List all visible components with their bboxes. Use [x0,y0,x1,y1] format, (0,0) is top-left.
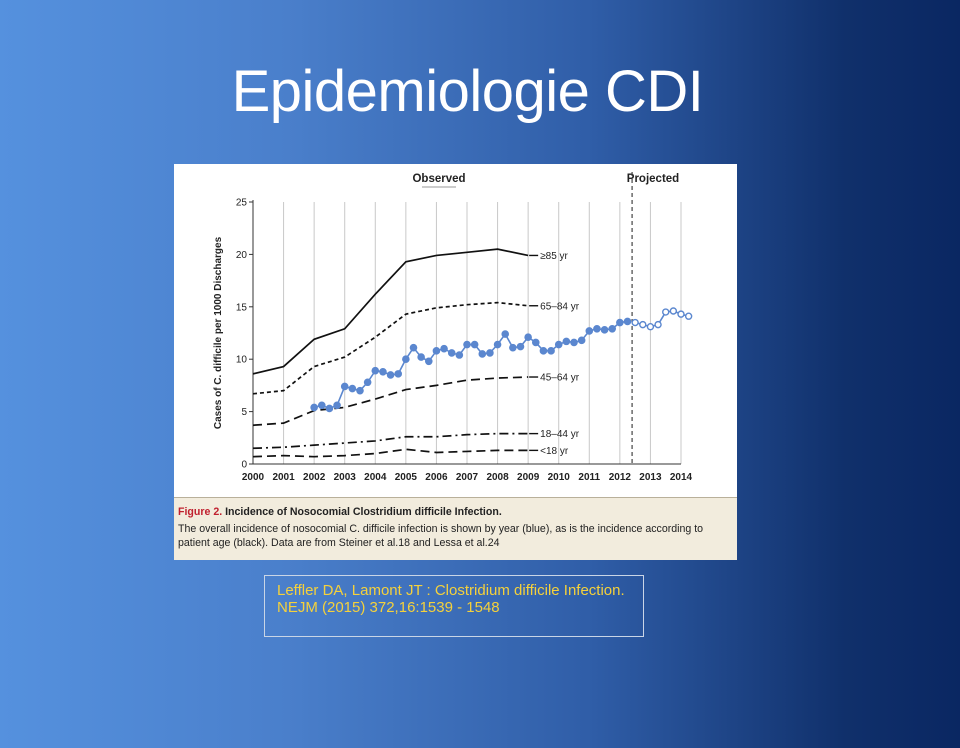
series-line-age [252,448,529,458]
x-tick-label: 2009 [517,472,540,483]
data-point-overall [654,320,662,329]
series-line-overall [313,320,628,410]
data-point-overall [577,336,586,345]
x-tick-label: 2000 [242,472,265,483]
data-point-overall [348,384,357,393]
x-tick-label: 2012 [609,472,632,483]
x-tick-label: 2004 [364,472,387,483]
x-tick-label: 2013 [639,472,662,483]
caption-title-text: Incidence of Nosocomial Clostridium diff… [225,506,502,518]
data-point-overall [447,349,456,357]
data-point-overall [539,347,548,355]
x-tick-label: 2005 [395,472,418,483]
data-point-overall [432,347,441,355]
data-point-overall [409,343,418,352]
data-point-overall [600,326,609,334]
series-label: 18–44 yr [540,429,580,440]
reference-box: Leffler DA, Lamont JT : Clostridium diff… [264,575,644,637]
x-tick-label: 2008 [486,472,509,483]
data-point-overall [463,340,471,349]
data-point-overall [317,401,326,410]
data-point-overall [684,312,693,320]
projected-label: Projected [627,173,679,185]
y-tick-label: 15 [236,302,248,313]
data-point-overall [363,378,372,387]
data-point-overall [585,327,594,335]
observed-label: Observed [412,173,465,185]
series-label: ≥85 yr [540,251,568,262]
data-point-overall [662,308,670,316]
data-point-overall [371,366,380,375]
figure-panel: 0 5 10 15 20 25 2000 2001 2002 2003 2004 2005 2006 20… [174,164,737,560]
series-line-age [252,376,529,427]
y-tick-label: 20 [236,250,248,261]
x-tick-label: 2014 [670,472,693,483]
data-point-overall [440,344,448,353]
data-point-overall [394,370,403,378]
y-tick-label: 10 [236,355,248,366]
y-tick-label: 25 [236,198,248,209]
series-label: 65–84 yr [540,301,580,312]
data-point-overall [677,310,685,318]
data-point-overall [570,338,578,347]
caption-title: Figure 2. Incidence of Nosocomial Clostr… [178,505,502,519]
data-point-overall [646,323,655,331]
data-point-overall [562,337,571,346]
data-point-overall [531,338,540,347]
data-point-overall [340,382,349,391]
figure-caption: Figure 2. Incidence of Nosocomial Clostr… [174,497,737,560]
data-point-overall [379,367,387,376]
data-point-overall [455,351,464,359]
data-point-overall [386,371,395,379]
data-point-overall [554,340,563,349]
data-point-overall [333,401,341,410]
data-point-overall [486,349,494,357]
series-label: 45–64 yr [540,373,580,384]
series-line-age [252,301,529,395]
data-point-overall [310,403,318,412]
x-tick-label: 2010 [548,472,571,483]
incidence-chart: 0 5 10 15 20 25 2000 2001 2002 2003 2004 2005 2006 20… [213,172,693,483]
slide-title: Epidemiologie CDI [231,59,704,124]
data-point-overall [325,404,334,413]
data-point-overall [356,386,364,395]
data-point-overall [493,340,502,349]
data-point-overall [516,342,525,351]
data-point-overall [608,325,617,333]
x-tick-label: 2003 [334,472,357,483]
data-point-overall [478,350,487,358]
x-tick-label: 2002 [303,472,326,483]
y-tick-label: 0 [241,460,247,471]
data-point-overall [631,318,639,327]
data-point-overall [402,355,410,363]
data-point-overall [593,325,601,333]
series-line-age [252,248,529,375]
data-point-overall [669,307,678,315]
data-point-overall [547,347,555,355]
data-point-overall [623,317,632,326]
data-point-overall [616,318,624,327]
data-point-overall [470,340,479,349]
data-point-overall [509,343,517,352]
x-tick-label: 2011 [578,472,600,483]
x-tick-label: 2007 [456,472,479,483]
caption-text: The overall incidence of nosocomial C. d… [178,523,704,549]
data-point-overall [524,333,532,341]
y-axis-label: Cases of C. difficile per 1000 Discharge… [213,236,224,429]
y-tick-label: 5 [241,407,247,418]
series-label: <18 yr [540,446,569,457]
series-line-age [252,432,529,450]
data-point-overall [417,353,425,361]
x-tick-label: 2001 [272,472,295,483]
data-point-overall [639,320,647,329]
data-point-overall [501,330,510,338]
x-tick-label: 2006 [425,472,448,483]
data-point-overall [424,357,433,366]
caption-label: Figure 2. [178,506,223,518]
